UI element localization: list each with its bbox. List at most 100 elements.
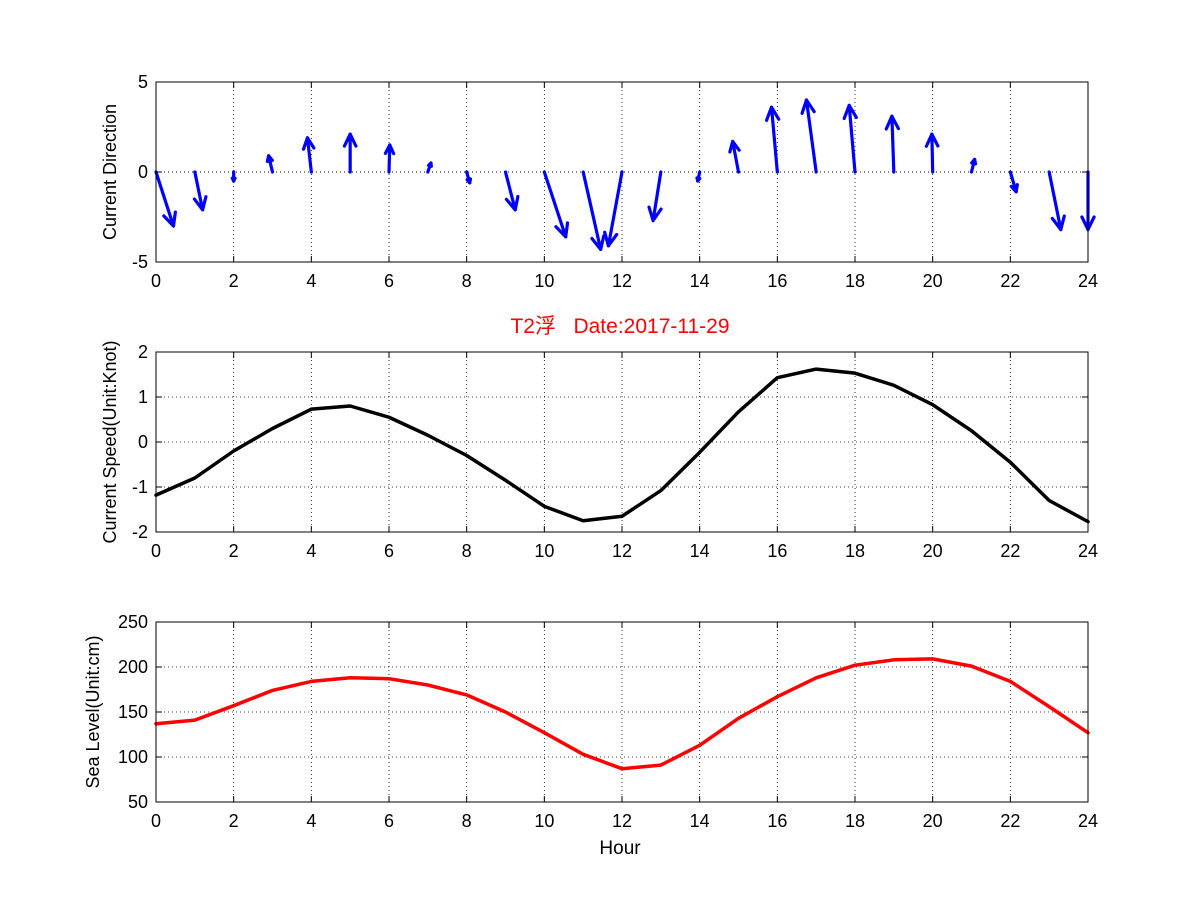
x-tick-label: 0 bbox=[151, 271, 161, 291]
speed-line bbox=[154, 367, 1090, 524]
direction-arrow bbox=[265, 154, 275, 174]
direction-arrow bbox=[969, 157, 978, 174]
y-tick-label: 5 bbox=[138, 72, 148, 92]
data-point bbox=[233, 451, 234, 452]
direction-arrow bbox=[924, 132, 940, 174]
data-point bbox=[583, 520, 584, 521]
speed-ylabel: Current Speed(Unit:Knot) bbox=[100, 340, 120, 543]
data-point bbox=[466, 455, 467, 456]
series-line bbox=[154, 657, 1090, 771]
speed-grid bbox=[156, 352, 1088, 532]
data-point bbox=[350, 677, 351, 678]
x-tick-label: 12 bbox=[612, 271, 632, 291]
y-tick-label: 2 bbox=[138, 342, 148, 362]
y-tick-label: 0 bbox=[138, 162, 148, 182]
direction-arrow bbox=[503, 170, 520, 212]
data-point bbox=[544, 506, 545, 507]
data-point bbox=[777, 696, 778, 697]
direction-arrow bbox=[301, 136, 316, 174]
direction-arrow bbox=[1008, 170, 1019, 194]
x-tick-label: 20 bbox=[923, 541, 943, 561]
data-point bbox=[855, 373, 856, 374]
x-tick-label: 8 bbox=[462, 271, 472, 291]
direction-arrow bbox=[728, 139, 741, 174]
data-point bbox=[505, 712, 506, 713]
y-tick-label: 150 bbox=[118, 702, 148, 722]
data-point bbox=[1049, 500, 1050, 501]
x-tick-label: 2 bbox=[229, 811, 239, 831]
data-point bbox=[544, 732, 545, 733]
y-tick-label: 50 bbox=[128, 792, 148, 812]
data-point bbox=[583, 754, 584, 755]
data-point bbox=[389, 678, 390, 679]
x-tick-label: 14 bbox=[690, 271, 710, 291]
y-tick-label: 200 bbox=[118, 657, 148, 677]
direction-arrow bbox=[342, 132, 358, 174]
direction-arrow bbox=[542, 170, 570, 239]
x-tick-label: 24 bbox=[1078, 271, 1098, 291]
x-tick-label: 6 bbox=[384, 541, 394, 561]
direction-arrow bbox=[230, 170, 237, 183]
x-tick-label: 16 bbox=[767, 271, 787, 291]
data-point bbox=[194, 478, 195, 479]
data-point bbox=[699, 745, 700, 746]
data-point bbox=[971, 666, 972, 667]
y-tick-label: 100 bbox=[118, 747, 148, 767]
x-tick-label: 24 bbox=[1078, 811, 1098, 831]
data-point bbox=[233, 705, 234, 706]
x-tick-label: 0 bbox=[151, 811, 161, 831]
x-tick-label: 22 bbox=[1000, 811, 1020, 831]
data-point bbox=[660, 490, 661, 491]
data-point bbox=[311, 409, 312, 410]
x-tick-label: 24 bbox=[1078, 541, 1098, 561]
data-point bbox=[311, 681, 312, 682]
x-tick-label: 2 bbox=[229, 541, 239, 561]
chart-title: T2浮 Date:2017-11-29 bbox=[510, 315, 729, 338]
direction-arrow bbox=[695, 170, 702, 183]
direction-arrow bbox=[884, 114, 901, 174]
x-tick-label: 14 bbox=[690, 811, 710, 831]
data-point bbox=[855, 665, 856, 666]
data-point bbox=[272, 690, 273, 691]
x-tick-label: 20 bbox=[923, 811, 943, 831]
x-tick-label: 18 bbox=[845, 811, 865, 831]
x-tick-label: 0 bbox=[151, 541, 161, 561]
x-tick-label: 12 bbox=[612, 541, 632, 561]
x-tick-label: 2 bbox=[229, 271, 239, 291]
series-line bbox=[154, 367, 1090, 524]
x-tick-label: 4 bbox=[306, 541, 316, 561]
data-point bbox=[1010, 462, 1011, 463]
sealevel-grid bbox=[156, 622, 1088, 802]
data-point bbox=[971, 430, 972, 431]
data-point bbox=[272, 428, 273, 429]
y-tick-label: -1 bbox=[132, 477, 148, 497]
x-tick-label: 14 bbox=[690, 541, 710, 561]
data-point bbox=[194, 720, 195, 721]
data-point bbox=[777, 377, 778, 378]
data-point bbox=[427, 435, 428, 436]
direction-arrow bbox=[465, 170, 473, 185]
x-tick-label: 4 bbox=[306, 811, 316, 831]
x-tick-label: 22 bbox=[1000, 541, 1020, 561]
data-point bbox=[466, 694, 467, 695]
data-point bbox=[738, 718, 739, 719]
data-point bbox=[505, 480, 506, 481]
data-point bbox=[660, 765, 661, 766]
x-tick-label: 10 bbox=[534, 811, 554, 831]
direction-arrow bbox=[192, 170, 208, 212]
x-axis-label: Hour bbox=[599, 838, 641, 859]
x-tick-label: 4 bbox=[306, 271, 316, 291]
direction-arrow bbox=[154, 170, 177, 228]
data-point bbox=[932, 404, 933, 405]
data-point bbox=[427, 685, 428, 686]
x-tick-label: 16 bbox=[767, 541, 787, 561]
direction-arrow bbox=[603, 170, 624, 248]
data-point bbox=[622, 768, 623, 769]
direction-arrow bbox=[426, 161, 433, 174]
x-tick-label: 12 bbox=[612, 811, 632, 831]
data-point bbox=[350, 406, 351, 407]
direction-panel: 0 2 4 6 8 10 12 14 16 18 20 22 24-505 Current Direct… bbox=[100, 72, 1098, 291]
